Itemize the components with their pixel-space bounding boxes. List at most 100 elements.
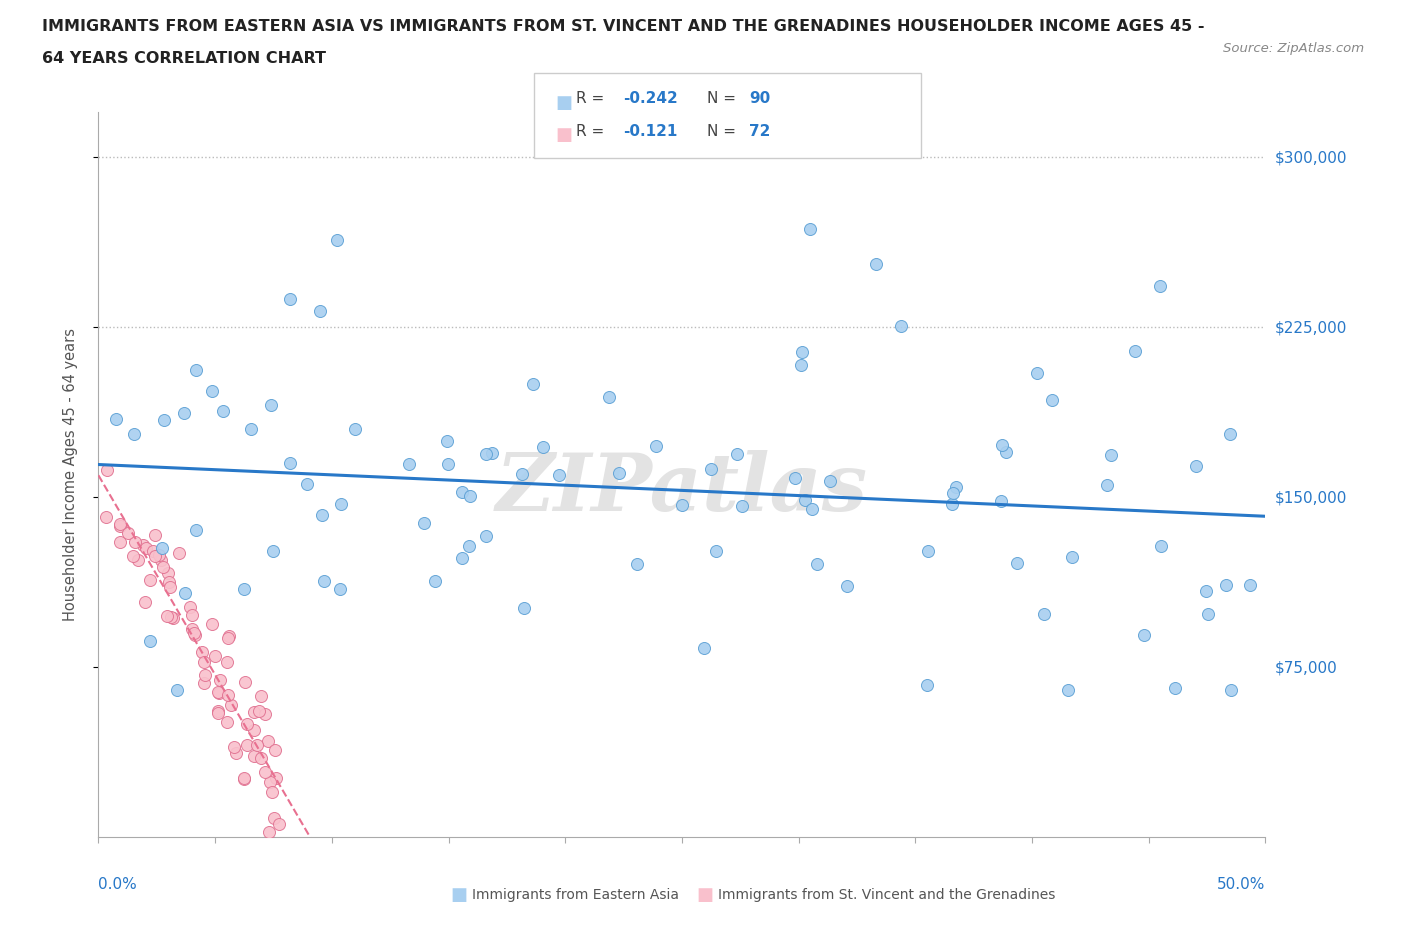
Text: Source: ZipAtlas.com: Source: ZipAtlas.com <box>1223 42 1364 55</box>
Point <box>890 318 912 333</box>
Point <box>184 363 207 378</box>
Point <box>783 471 806 485</box>
Point <box>250 689 273 704</box>
Point <box>451 485 474 499</box>
Point <box>157 566 180 581</box>
Point <box>423 574 446 589</box>
Text: 50.0%: 50.0% <box>1218 877 1265 892</box>
Text: ■: ■ <box>696 886 713 904</box>
Point <box>256 734 278 749</box>
Point <box>548 468 571 483</box>
Point <box>262 784 284 799</box>
Point <box>233 581 256 596</box>
Point <box>329 497 352 512</box>
Point <box>215 714 238 729</box>
Point <box>278 292 301 307</box>
Point <box>215 655 238 670</box>
Point <box>522 377 544 392</box>
Point <box>991 438 1014 453</box>
Point <box>207 706 229 721</box>
Text: 90: 90 <box>749 91 770 106</box>
Point <box>731 498 754 513</box>
Point <box>105 411 128 426</box>
Point <box>139 633 162 648</box>
Text: Immigrants from Eastern Asia: Immigrants from Eastern Asia <box>472 888 679 902</box>
Point <box>259 775 281 790</box>
Text: -0.121: -0.121 <box>623 124 678 139</box>
Point <box>598 389 620 404</box>
Point <box>994 445 1017 459</box>
Point <box>262 544 284 559</box>
Point <box>208 672 231 687</box>
Point <box>1239 578 1261 592</box>
Point <box>204 649 226 664</box>
Point <box>157 574 180 589</box>
Point <box>243 723 266 737</box>
Point <box>790 344 813 359</box>
Point <box>124 535 146 550</box>
Point <box>242 704 264 719</box>
Text: 64 YEARS CORRELATION CHART: 64 YEARS CORRELATION CHART <box>42 51 326 66</box>
Point <box>1219 426 1241 441</box>
Point <box>166 683 188 698</box>
Point <box>1149 538 1171 553</box>
Point <box>513 601 536 616</box>
Text: ■: ■ <box>450 886 467 904</box>
Point <box>254 764 277 779</box>
Point <box>243 748 266 763</box>
Point <box>458 538 481 553</box>
Point <box>162 610 184 625</box>
Point <box>108 519 131 534</box>
Point <box>267 817 290 831</box>
Point <box>806 557 828 572</box>
Text: ZIPatlas: ZIPatlas <box>496 450 868 527</box>
Point <box>108 516 131 531</box>
Point <box>193 654 215 669</box>
Point <box>122 549 145 564</box>
Point <box>941 497 963 512</box>
Point <box>915 677 938 692</box>
Point <box>835 578 858 593</box>
Point <box>246 737 269 752</box>
Point <box>481 445 503 460</box>
Point <box>132 538 155 552</box>
Point <box>704 544 727 559</box>
Point <box>1005 555 1028 570</box>
Point <box>247 703 270 718</box>
Point <box>150 540 173 555</box>
Point <box>235 716 257 731</box>
Point <box>201 617 224 631</box>
Point <box>240 421 263 436</box>
Point <box>263 742 285 757</box>
Point <box>217 631 239 645</box>
Point <box>398 457 420 472</box>
Text: -0.242: -0.242 <box>623 91 678 106</box>
Text: R =: R = <box>576 91 610 106</box>
Point <box>218 629 240 644</box>
Point <box>1040 392 1063 407</box>
Point <box>179 600 201 615</box>
Point <box>510 467 533 482</box>
Point <box>309 303 332 318</box>
Point <box>181 621 204 636</box>
Point <box>233 770 256 785</box>
Point <box>254 706 277 721</box>
Point <box>135 540 157 555</box>
Point <box>607 466 630 481</box>
Point <box>1097 478 1119 493</box>
Point <box>793 493 815 508</box>
Point <box>201 384 224 399</box>
Point <box>96 462 118 477</box>
Point <box>1099 447 1122 462</box>
Point <box>325 232 347 247</box>
Point <box>134 595 156 610</box>
Point <box>1060 550 1083 565</box>
Point <box>233 675 256 690</box>
Point <box>160 609 183 624</box>
Point <box>1149 279 1171 294</box>
Point <box>1184 458 1206 473</box>
Point <box>644 439 666 454</box>
Point <box>693 641 716 656</box>
Text: IMMIGRANTS FROM EASTERN ASIA VS IMMIGRANTS FROM ST. VINCENT AND THE GRENADINES H: IMMIGRANTS FROM EASTERN ASIA VS IMMIGRAN… <box>42 19 1205 33</box>
Point <box>865 257 887 272</box>
